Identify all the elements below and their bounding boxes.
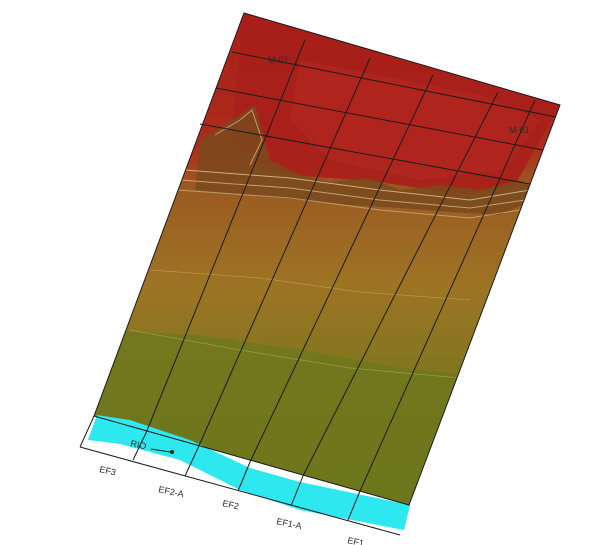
section-label-ef3: EF3 [99, 464, 117, 477]
river-label: RIO [130, 438, 174, 454]
section-label-ef2: EF2 [222, 498, 240, 511]
river-label-text: RIO [130, 438, 148, 451]
section-label-ef1-a: EF1-A [276, 516, 303, 531]
grid-overlay [79, 12, 561, 536]
grid-label-m01-right: M-01 [509, 125, 530, 135]
river-flow-arrow [150, 448, 171, 453]
section-label-ef1: EF1 [347, 535, 365, 545]
terrain-surface [94, 13, 560, 505]
grid-label-m01-top: M-01 [268, 55, 289, 65]
section-label-ef2-a: EF2-A [158, 484, 185, 499]
river-channel [88, 415, 410, 530]
river-flow-arrow-head [170, 450, 174, 454]
lowland-zone [94, 330, 470, 505]
